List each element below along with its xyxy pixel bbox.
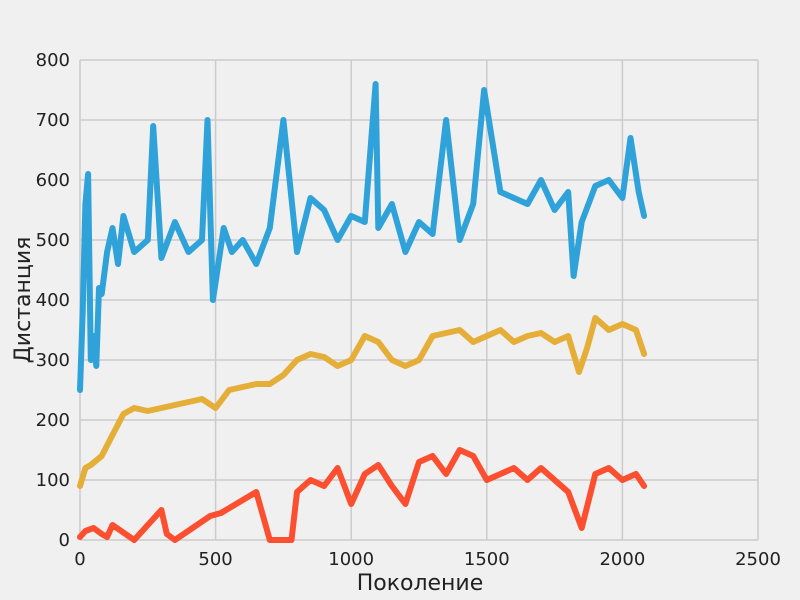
x-tick-label: 0 bbox=[74, 549, 85, 570]
series-line-2 bbox=[77, 315, 648, 489]
x-tick-label: 2000 bbox=[599, 549, 645, 570]
series-line-1 bbox=[77, 81, 648, 393]
y-tick-label: 700 bbox=[36, 110, 70, 131]
series-line-3 bbox=[77, 447, 648, 543]
x-tick-label: 1500 bbox=[464, 549, 510, 570]
grid bbox=[79, 59, 759, 541]
x-tick-label: 500 bbox=[198, 549, 232, 570]
x-axis-label: Поколение bbox=[357, 571, 484, 596]
series-layer bbox=[77, 81, 648, 543]
y-tick-label: 800 bbox=[36, 50, 70, 71]
tick-labels: 0 100 200 300 400 500 600 700 800 0 500 1000 1500 200… bbox=[36, 50, 781, 570]
y-axis-label: Дистанция bbox=[11, 237, 36, 364]
y-tick-label: 300 bbox=[36, 350, 70, 371]
y-tick-label: 600 bbox=[36, 170, 70, 191]
y-tick-label: 0 bbox=[59, 530, 70, 551]
y-tick-label: 400 bbox=[36, 290, 70, 311]
x-tick-label: 1000 bbox=[328, 549, 374, 570]
y-tick-label: 200 bbox=[36, 410, 70, 431]
y-tick-label: 100 bbox=[36, 470, 70, 491]
x-tick-label: 2500 bbox=[735, 549, 781, 570]
y-tick-label: 500 bbox=[36, 230, 70, 251]
